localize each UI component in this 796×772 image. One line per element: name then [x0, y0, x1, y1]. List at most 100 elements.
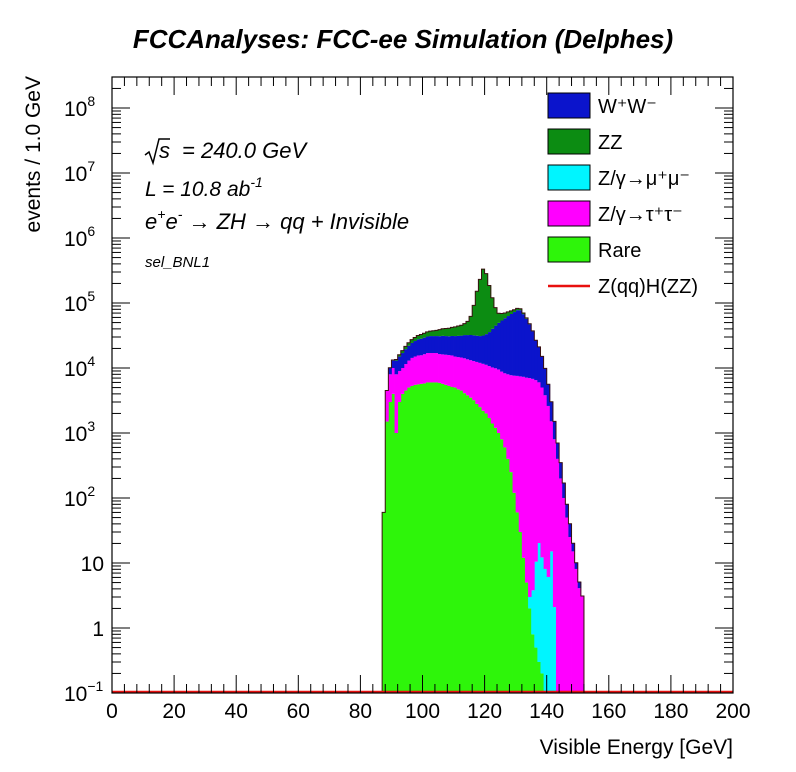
histogram-bar — [562, 483, 566, 498]
x-axis-ticks: 0 20 40 60 80 100 120 140 160 180 200 — [106, 77, 751, 723]
histogram-bar — [456, 335, 461, 358]
legend-label: W⁺W⁻ — [598, 96, 657, 118]
histogram-bar — [503, 373, 507, 448]
histogram-bar — [459, 357, 464, 391]
histogram-bar — [534, 561, 538, 648]
histogram-bar — [509, 310, 513, 314]
histogram-bar — [403, 346, 408, 350]
y-tick-label: 108 — [64, 93, 95, 121]
histogram-bar — [413, 384, 417, 693]
histogram-bar — [478, 279, 482, 337]
histogram-bar — [521, 314, 526, 377]
histogram-bar — [444, 354, 448, 385]
histogram-bar — [549, 401, 554, 422]
histogram-bar — [397, 370, 402, 402]
histogram-bar — [493, 427, 498, 693]
histogram-bar — [447, 328, 451, 337]
luminosity-exponent: -1 — [250, 174, 262, 190]
histogram-bar — [422, 354, 427, 384]
histogram-bar — [406, 345, 411, 361]
process-positron: e — [145, 209, 157, 234]
process-minus-sup: - — [178, 206, 183, 222]
histogram-bar — [456, 389, 461, 693]
histogram-bar — [509, 375, 513, 473]
histogram-bar — [559, 478, 563, 693]
histogram-bar — [571, 551, 576, 693]
sqrt-s-value: = 240.0 GeV — [182, 138, 308, 163]
annotations: s = 240.0 GeV L = 10.8 ab-1 e+e- → ZH → … — [144, 138, 409, 271]
histogram-bar — [512, 492, 517, 693]
y-tick-exponent: 6 — [87, 223, 95, 239]
histogram-bar — [574, 562, 579, 569]
x-tick-label: 180 — [653, 700, 688, 723]
histogram-bar — [577, 588, 582, 693]
histogram-bar — [410, 357, 414, 386]
histogram-bar — [465, 335, 470, 360]
histogram-bar — [397, 401, 402, 693]
histogram-bar — [403, 390, 408, 693]
histogram-bar — [456, 326, 461, 336]
histogram-bar — [410, 339, 414, 343]
histogram-bar — [524, 582, 529, 693]
legend-label: Z(qq)H(ZZ) — [598, 276, 698, 298]
y-tick-exponent: 8 — [87, 93, 95, 109]
histogram-bar — [419, 383, 423, 693]
y-tick-exponent: 7 — [87, 158, 95, 174]
histogram-bar — [484, 413, 489, 693]
histogram-bar — [490, 297, 495, 329]
histogram-bar — [475, 291, 479, 336]
y-tick-base: 10 — [64, 293, 87, 316]
histogram-bar — [549, 551, 554, 693]
histogram-bar — [425, 353, 430, 383]
histogram-bar — [521, 376, 526, 558]
histogram-bar — [410, 342, 414, 358]
histogram-bar — [385, 421, 389, 693]
histogram-bar — [531, 331, 535, 379]
histogram-bar — [394, 360, 399, 375]
histogram-bar — [534, 380, 538, 562]
histogram-bar — [543, 568, 548, 693]
histogram-bar — [382, 512, 386, 693]
histogram-bar — [450, 355, 454, 388]
histogram-bar — [444, 328, 448, 337]
histogram-bar — [469, 335, 473, 361]
x-tick-label: 120 — [467, 700, 502, 723]
x-tick-label: 80 — [349, 700, 372, 723]
histogram-bar — [462, 393, 467, 693]
histogram-bar — [562, 497, 566, 693]
histogram-bar — [490, 423, 495, 693]
histogram-bar — [447, 355, 451, 386]
histogram-bar — [500, 371, 504, 440]
histogram-bar — [434, 336, 439, 354]
luminosity-text: L = 10.8 ab — [145, 178, 251, 201]
histogram-bar — [428, 382, 433, 693]
histogram-bar — [543, 368, 548, 396]
legend-entry: W⁺W⁻ — [547, 92, 657, 119]
histogram-bar — [524, 377, 529, 583]
histogram-bar — [419, 355, 423, 384]
histogram-bar — [534, 340, 538, 381]
legend-label: ZZ — [598, 132, 622, 154]
histogram-bar — [487, 332, 492, 367]
histogram-bar — [481, 335, 485, 364]
histogram-bar — [528, 596, 532, 609]
selection-annotation: sel_BNL1 — [145, 254, 210, 271]
histogram-bar — [469, 316, 473, 335]
histogram-bar — [465, 321, 470, 336]
histogram-bar — [422, 383, 427, 693]
histogram-bar — [459, 325, 464, 336]
histogram-bar — [475, 403, 479, 693]
y-tick-base: 10 — [64, 358, 87, 381]
x-tick-label: 100 — [405, 700, 440, 723]
histogram-bar — [459, 335, 464, 358]
histogram-bar — [441, 354, 445, 384]
histogram-bar — [397, 354, 402, 357]
histogram-bar — [518, 308, 523, 311]
histogram-bar — [537, 543, 541, 662]
histogram-bar — [462, 358, 467, 394]
histogram-bar — [497, 369, 501, 433]
histogram-bar — [416, 355, 420, 385]
legend-entry: Z/γ→μ⁺μ⁻ — [547, 164, 690, 191]
histogram-bar — [546, 384, 551, 406]
